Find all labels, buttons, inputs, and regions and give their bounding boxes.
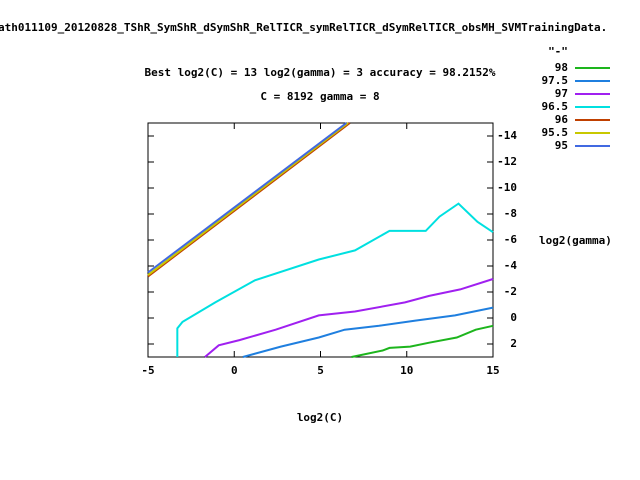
y-tick-label: 0 [510, 311, 517, 324]
x-tick-label: 5 [317, 364, 324, 377]
y-tick-label: -8 [504, 207, 517, 220]
legend-label: 97 [555, 87, 568, 100]
contour-line [204, 278, 494, 358]
chart-subtitle: C = 8192 gamma = 8 [260, 90, 379, 103]
legend-title: "-" [548, 45, 568, 58]
contour-line [147, 122, 347, 274]
x-axis-label: log2(C) [297, 411, 343, 424]
y-tick-label: -14 [497, 129, 517, 142]
legend-label: 98 [555, 61, 568, 74]
x-tick-label: 0 [231, 364, 238, 377]
chart-subtitle: Best log2(C) = 13 log2(gamma) = 3 accura… [145, 66, 496, 79]
legend-label: 96 [555, 113, 569, 126]
contour-line [176, 202, 494, 357]
x-tick-label: 10 [400, 364, 413, 377]
y-tick-label: -12 [497, 155, 517, 168]
y-tick-label: -4 [504, 259, 518, 272]
legend-label: 95 [555, 139, 568, 152]
y-tick-label: -2 [504, 285, 517, 298]
contour-line [351, 324, 494, 358]
x-tick-label: -5 [141, 364, 154, 377]
legend-label: 97.5 [542, 74, 569, 87]
chart-title: ath011109_20120828_TShR_SymShR_dSymShR_R… [0, 21, 607, 34]
y-tick-label: 2 [510, 337, 517, 350]
legend-label: 96.5 [542, 100, 569, 113]
plot-border [147, 122, 494, 358]
legend-label: 95.5 [542, 126, 569, 139]
contour-line [242, 306, 494, 358]
y-axis-label: log2(gamma) [539, 234, 612, 247]
y-tick-label: -10 [497, 181, 517, 194]
y-tick-label: -6 [504, 233, 518, 246]
contour-line [147, 122, 349, 276]
x-tick-label: 15 [486, 364, 499, 377]
contour-line [147, 122, 351, 278]
